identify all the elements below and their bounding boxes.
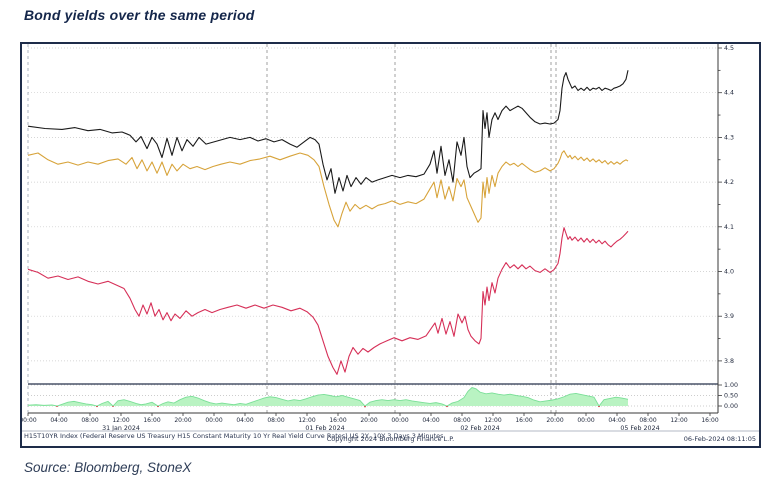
svg-text:16:00: 16:00 bbox=[329, 417, 346, 424]
bond-yield-chart-svg: 3.8 3.9 4.0 4.1 4.2 4.3 4.4 4.5 1.00 0.50 0.00 00:0… bbox=[22, 44, 759, 432]
svg-text:16:00: 16:00 bbox=[143, 417, 160, 424]
svg-text:08:00: 08:00 bbox=[639, 417, 656, 424]
svg-text:04:00: 04:00 bbox=[422, 417, 439, 424]
chart-frame: 3.8 3.9 4.0 4.1 4.2 4.3 4.4 4.5 1.00 0.50 0.00 00:0… bbox=[20, 42, 761, 448]
security-description-text: H15T10YR Index (Federal Reserve US Treas… bbox=[24, 432, 444, 440]
axes bbox=[28, 44, 719, 414]
svg-text:12:00: 12:00 bbox=[112, 417, 129, 424]
chart-title: Bond yields over the same period bbox=[24, 7, 255, 23]
svg-text:4.5: 4.5 bbox=[724, 45, 734, 52]
series-2-gold-line bbox=[27, 150, 629, 228]
series-1-black-line bbox=[27, 70, 629, 194]
svg-text:20:00: 20:00 bbox=[360, 417, 377, 424]
svg-text:16:00: 16:00 bbox=[515, 417, 532, 424]
svg-text:04:00: 04:00 bbox=[50, 417, 67, 424]
correlation-area bbox=[27, 387, 629, 408]
svg-text:08:00: 08:00 bbox=[81, 417, 98, 424]
x-axis-date-labels: 31 Jan 2024 01 Feb 2024 02 Feb 2024 05 Feb … bbox=[102, 425, 659, 432]
svg-text:4.2: 4.2 bbox=[724, 179, 734, 186]
svg-text:00:00: 00:00 bbox=[205, 417, 222, 424]
svg-text:04:00: 04:00 bbox=[236, 417, 253, 424]
svg-text:12:00: 12:00 bbox=[298, 417, 315, 424]
svg-text:08:00: 08:00 bbox=[267, 417, 284, 424]
svg-text:20:00: 20:00 bbox=[546, 417, 563, 424]
sub-y-axis-right: 1.00 0.50 0.00 bbox=[718, 382, 738, 410]
session-break-lines bbox=[27, 44, 557, 413]
svg-text:0.50: 0.50 bbox=[724, 393, 738, 400]
svg-text:4.1: 4.1 bbox=[724, 224, 734, 231]
svg-text:4.0: 4.0 bbox=[724, 269, 734, 276]
svg-text:4.4: 4.4 bbox=[724, 90, 734, 97]
main-gridlines bbox=[28, 47, 718, 362]
svg-text:02 Feb 2024: 02 Feb 2024 bbox=[460, 425, 499, 432]
svg-text:3.9: 3.9 bbox=[724, 313, 734, 320]
green-area-line bbox=[27, 387, 629, 407]
svg-text:08:00: 08:00 bbox=[453, 417, 470, 424]
green-area-fill bbox=[28, 387, 628, 406]
svg-text:0.00: 0.00 bbox=[724, 403, 738, 410]
svg-text:04:00: 04:00 bbox=[608, 417, 625, 424]
series-3-red-line bbox=[27, 227, 629, 375]
y-axis-right: 3.8 3.9 4.0 4.1 4.2 4.3 4.4 4.5 bbox=[718, 45, 734, 365]
svg-text:00:00: 00:00 bbox=[577, 417, 594, 424]
timestamp-text: 06-Feb-2024 08:11:05 bbox=[683, 435, 756, 443]
svg-text:12:00: 12:00 bbox=[484, 417, 501, 424]
svg-text:00:00: 00:00 bbox=[22, 417, 37, 424]
svg-text:31 Jan 2024: 31 Jan 2024 bbox=[102, 425, 140, 432]
svg-text:16:00: 16:00 bbox=[701, 417, 718, 424]
svg-text:01 Feb 2024: 01 Feb 2024 bbox=[305, 425, 344, 432]
x-axis-time-labels: 00:00 04:00 08:00 12:00 16:00 20:00 00:00 04:00… bbox=[22, 413, 719, 424]
svg-text:20:00: 20:00 bbox=[174, 417, 191, 424]
svg-text:05 Feb 2024: 05 Feb 2024 bbox=[620, 425, 659, 432]
source-caption: Source: Bloomberg, StoneX bbox=[24, 460, 192, 475]
copyright-text: Copyright 2024 Bloomberg Finance L.P. bbox=[326, 435, 455, 443]
svg-text:4.3: 4.3 bbox=[724, 134, 734, 141]
svg-text:12:00: 12:00 bbox=[670, 417, 687, 424]
svg-text:00:00: 00:00 bbox=[391, 417, 408, 424]
svg-text:3.8: 3.8 bbox=[724, 358, 734, 365]
svg-text:1.00: 1.00 bbox=[724, 382, 738, 389]
